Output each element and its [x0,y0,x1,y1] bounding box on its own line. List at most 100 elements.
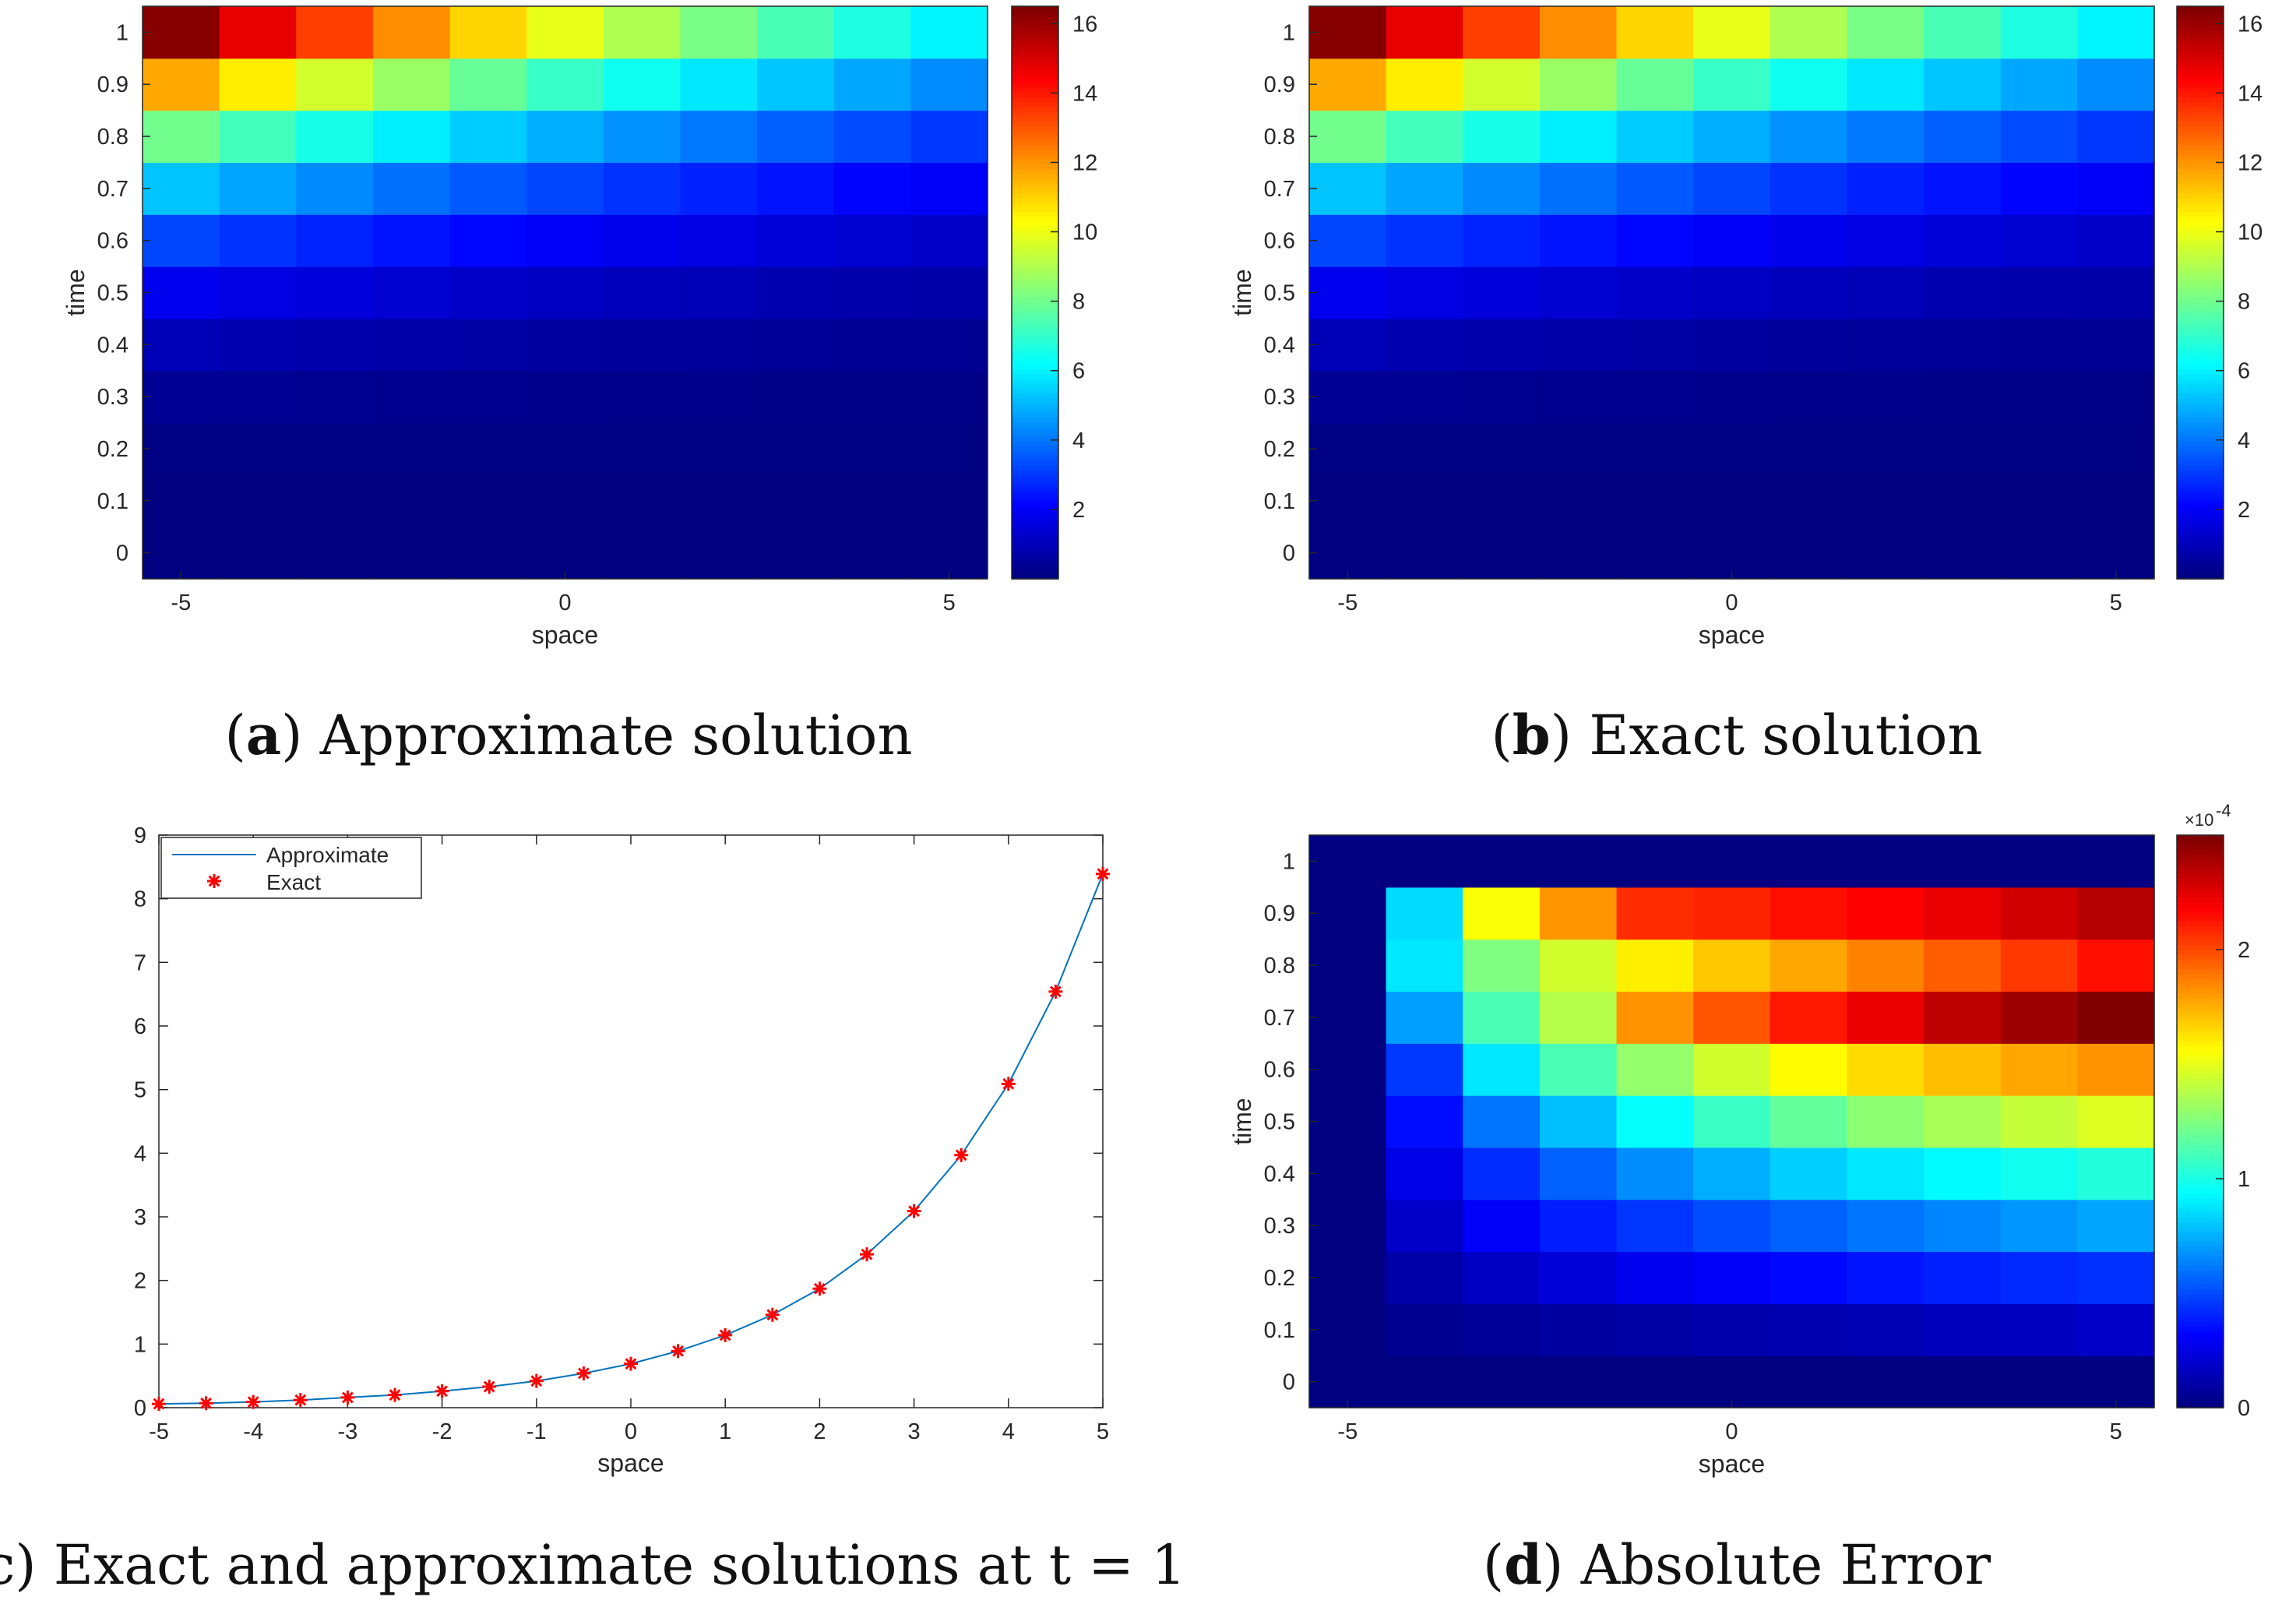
colorbar-segment [2177,1364,2224,1370]
colorbar-tick-label: 6 [2238,359,2250,384]
heatmap-cell [1693,1303,1771,1356]
heatmap-cell [219,422,297,475]
y-tick-label: 1 [116,20,129,45]
x-tick-label: -2 [432,1419,453,1444]
exact-point [246,1394,261,1409]
heatmap-cell [1539,1043,1618,1096]
colorbar-segment [1012,139,1058,146]
heatmap-cell [1463,162,1541,215]
colorbar-segment [1012,115,1058,122]
colorbar-segment [2177,197,2224,203]
heatmap-cell [1924,1355,2002,1408]
colorbar-segment [2177,835,2224,841]
colorbar-segment [2177,321,2224,327]
heatmap-cell [757,110,835,164]
colorbar-segment [2177,1140,2224,1146]
marker-stroke [908,1205,921,1218]
heatmap-cell [1386,58,1463,111]
colorbar-segment [2177,278,2224,284]
y-tick-label: 0.7 [97,177,129,202]
heatmap-cell [1309,6,1387,59]
x-tick-label: 0 [1725,590,1738,615]
heatmap-cell [1616,266,1694,319]
heatmap-cell [2077,1095,2155,1148]
heatmap-cell [680,110,758,164]
exact-point [435,1384,449,1398]
x-axis-label: space [1699,1450,1765,1478]
colorbar-segment [2177,63,2224,69]
colorbar-segment [1012,192,1058,198]
x-tick-label: 3 [908,1419,921,1444]
colorbar-segment [2177,973,2224,979]
heatmap-cell [1924,474,2002,527]
colorbar-exponent: ×10 [2185,810,2213,830]
exact-point [1048,984,1063,999]
exact-point [1001,1077,1016,1091]
colorbar-segment [2177,220,2224,227]
marker-stroke [1097,868,1109,880]
colorbar-segment [2177,350,2224,355]
heatmap-cell [1770,1147,1848,1200]
heatmap-cell [910,474,988,527]
colorbar-segment [2177,1350,2224,1356]
heatmap-cell [1693,1095,1771,1148]
heatmap-cell [757,214,835,267]
caption-letter: b [1512,703,1551,767]
colorbar-segment [1012,168,1058,175]
caption-text: Exact solution [1589,703,1982,767]
colorbar-segment [2177,559,2224,566]
heatmap-cell [1924,1251,2002,1304]
y-axis-label: time [1228,269,1256,316]
colorbar-segment [1012,350,1058,355]
colorbar-segment [2177,435,2224,442]
marker-stroke [861,1248,873,1260]
heatmap-cell [1463,991,1541,1044]
colorbar-segment [2177,1116,2224,1123]
exact-point [529,1373,544,1388]
colorbar-segment [1012,220,1058,227]
heatmap-cell [219,58,297,111]
colorbar-segment [2177,892,2224,898]
colorbar-segment [1012,426,1058,432]
colorbar-segment [2177,68,2224,74]
heatmap-cell [833,58,911,111]
colorbar-segment [1012,34,1058,41]
legend-exact-label: Exact [266,870,321,894]
heatmap-cell [1693,1251,1771,1304]
colorbar-segment [2177,1283,2224,1289]
colorbar-segment [2177,153,2224,160]
y-tick-label: 0.6 [1264,1058,1295,1083]
colorbar-segment [2177,1298,2224,1304]
heatmap-cell [526,214,604,267]
colorbar-segment [1012,411,1058,418]
colorbar-tick-label: 2 [2238,938,2250,963]
colorbar-segment [1012,273,1058,279]
x-tick-label: -5 [149,1419,169,1444]
heatmap-cell [1770,370,1848,424]
heatmap-cell [2000,422,2078,475]
heatmap-cell [1616,939,1694,992]
colorbar-segment [2177,550,2224,556]
colorbar-segment [2177,1222,2224,1228]
colorbar-segment [2177,335,2224,341]
heatmap-cell [1309,266,1387,319]
heatmap-cell [1386,527,1463,580]
colorbar-segment [2177,359,2224,365]
colorbar-segment [2177,573,2224,580]
colorbar-segment [2177,168,2224,175]
exact-point [152,1397,166,1412]
heatmap-cell [1847,214,1924,267]
colorbar-segment [2177,149,2224,155]
heatmap-cell [372,6,451,59]
colorbar-segment [1012,306,1058,312]
heatmap-cell [2077,887,2155,940]
colorbar-segment [1012,225,1058,231]
colorbar-segment [2177,1388,2224,1394]
heatmap-cell [1539,1199,1618,1253]
heatmap-cell [910,58,988,111]
y-tick-label: 0.5 [1264,281,1295,306]
colorbar-segment [2177,364,2224,370]
colorbar-segment [1012,469,1058,475]
colorbar-segment [2177,1193,2224,1199]
colorbar-segment [2177,20,2224,26]
